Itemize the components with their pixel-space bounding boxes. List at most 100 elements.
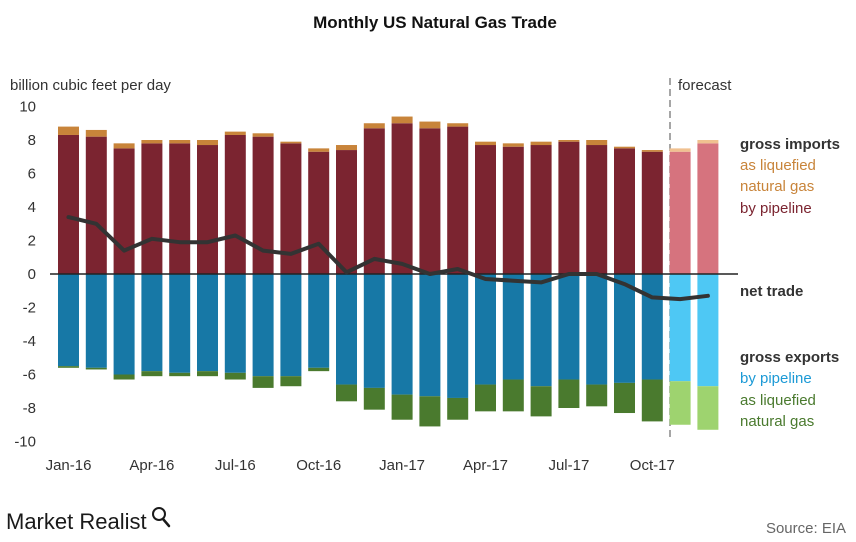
bar-exports-lng (502, 379, 524, 412)
bar-exports-pipeline (586, 274, 608, 385)
bar-imports-lng (224, 131, 246, 135)
bar-imports-pipeline (475, 145, 496, 274)
bar-imports-pipeline (669, 151, 691, 274)
legend-net-trade: net trade (740, 283, 803, 300)
legend-exports-lng-line2: natural gas (740, 413, 814, 430)
bar-imports-lng (197, 140, 218, 146)
source-note: Source: EIA (766, 520, 846, 537)
bar-exports-pipeline (558, 274, 580, 380)
stacked-bars (58, 116, 719, 430)
bar-exports-lng (530, 386, 552, 417)
bar-imports-pipeline (58, 134, 79, 274)
bar-exports-lng (336, 384, 357, 402)
bar-exports-pipeline (697, 274, 719, 387)
bar-exports-lng (586, 384, 608, 407)
bar-exports-pipeline (530, 274, 552, 387)
bar-exports-pipeline (197, 274, 218, 372)
bar-exports-lng (113, 374, 135, 380)
bar-exports-pipeline (447, 274, 469, 398)
bar-imports-lng (85, 129, 107, 137)
bar-imports-pipeline (252, 136, 274, 274)
bar-exports-pipeline (475, 274, 496, 385)
bar-imports-pipeline (447, 126, 469, 274)
bar-exports-lng (58, 366, 79, 368)
bar-imports-lng (475, 141, 496, 146)
bar-exports-lng (697, 386, 719, 430)
bar-imports-lng (280, 141, 302, 144)
bar-exports-pipeline (669, 274, 691, 382)
legend-gross-imports: gross imports (740, 136, 840, 153)
bar-imports-lng (419, 121, 441, 129)
bar-exports-lng (141, 371, 163, 377)
y-tick-label: -8 (23, 400, 36, 417)
bar-exports-pipeline (641, 274, 663, 380)
bar-exports-lng (280, 376, 302, 387)
bar-imports-lng (363, 123, 385, 129)
bar-exports-pipeline (419, 274, 441, 397)
forecast-label: forecast (678, 77, 732, 94)
bar-exports-lng (197, 371, 218, 377)
legend-gross-exports: gross exports (740, 349, 839, 366)
y-axis-label: billion cubic feet per day (10, 77, 171, 94)
bar-exports-pipeline (308, 274, 330, 368)
x-tick-label: Apr-16 (129, 457, 174, 474)
bar-exports-pipeline (614, 274, 635, 383)
bar-imports-pipeline (308, 151, 330, 274)
legend: gross imports as liquefied natural gas b… (740, 136, 840, 430)
y-tick-label: 10 (19, 99, 36, 116)
brand-name: Market Realist (6, 509, 147, 534)
bar-exports-lng (419, 396, 441, 427)
bar-exports-lng (252, 376, 274, 388)
bar-exports-lng (308, 367, 330, 372)
bar-imports-lng (391, 116, 413, 124)
bar-imports-lng (697, 140, 719, 144)
net-trade-line (66, 215, 710, 302)
bar-exports-lng (85, 367, 107, 370)
bar-imports-lng (447, 123, 469, 127)
bar-imports-pipeline (224, 134, 246, 274)
bar-imports-pipeline (141, 143, 163, 274)
chart-title: Monthly US Natural Gas Trade (313, 13, 557, 32)
bar-exports-pipeline (113, 274, 135, 375)
bar-imports-pipeline (419, 128, 441, 274)
bar-imports-lng (113, 143, 135, 149)
bar-exports-lng (169, 372, 191, 377)
y-tick-label: 6 (28, 166, 36, 183)
bar-imports-pipeline (530, 145, 552, 274)
y-tick-label: 8 (28, 132, 36, 149)
y-tick-label: -2 (23, 300, 36, 317)
bar-imports-pipeline (558, 141, 580, 274)
bar-imports-pipeline (85, 136, 107, 274)
y-tick-label: 2 (28, 233, 36, 250)
magnifier-icon (152, 507, 171, 528)
bar-imports-pipeline (697, 143, 719, 274)
x-tick-label: Oct-16 (296, 457, 341, 474)
x-tick-label: Oct-17 (630, 457, 675, 474)
bar-exports-pipeline (363, 274, 385, 388)
bar-exports-pipeline (58, 274, 79, 367)
bar-exports-lng (363, 387, 385, 410)
bar-imports-pipeline (641, 151, 663, 274)
x-tick-label: Jul-16 (215, 457, 256, 474)
brand-logo: Market Realist (6, 507, 171, 534)
bar-imports-lng (530, 141, 552, 146)
bar-exports-pipeline (502, 274, 524, 380)
bar-imports-pipeline (363, 128, 385, 274)
bar-imports-pipeline (586, 145, 608, 274)
bar-exports-lng (669, 381, 691, 425)
bar-imports-pipeline (197, 145, 218, 274)
bar-imports-lng (58, 126, 79, 135)
bar-exports-pipeline (141, 274, 163, 372)
bar-exports-pipeline (391, 274, 413, 395)
x-tick-label: Apr-17 (463, 457, 508, 474)
bar-imports-lng (614, 146, 635, 149)
bar-exports-pipeline (252, 274, 274, 377)
y-tick-label: -10 (14, 434, 36, 451)
bar-exports-lng (558, 379, 580, 408)
bar-imports-lng (336, 145, 357, 151)
legend-exports-lng-line1: as liquefied (740, 392, 816, 409)
bar-imports-lng (308, 148, 330, 152)
legend-exports-pipeline: by pipeline (740, 370, 812, 387)
x-tick-label: Jan-16 (46, 457, 92, 474)
